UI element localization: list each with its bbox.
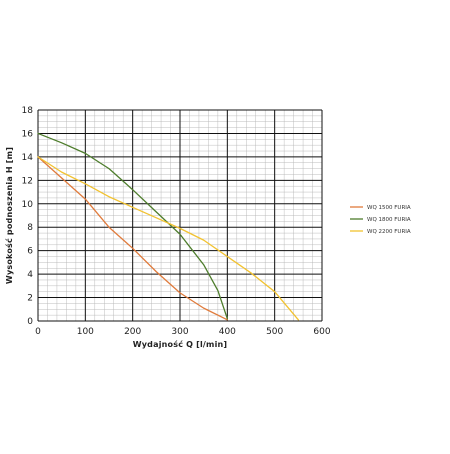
y-tick-label: 14 [22, 153, 34, 163]
y-tick-label: 12 [22, 176, 33, 186]
y-tick-label: 6 [27, 247, 33, 257]
legend-label: WQ 1800 FURIA [367, 217, 411, 223]
y-tick-label: 0 [27, 317, 33, 327]
series-line-3 [37, 156, 299, 321]
x-tick-label: 600 [313, 327, 330, 337]
series-line-2 [37, 132, 228, 320]
series-lines [37, 132, 299, 321]
y-tick-label: 2 [27, 294, 33, 304]
legend-label: WQ 1500 FURIA [367, 205, 411, 211]
y-tick-label: 8 [27, 223, 33, 233]
y-tick-label: 18 [22, 106, 34, 116]
x-axis-ticks: 0 100 200 300 400 500 600 [35, 327, 331, 337]
y-axis-title: Wysokość podnoszenia H [m] [4, 147, 14, 284]
major-grid [37, 109, 323, 322]
legend-label: WQ 2200 FURIA [367, 229, 411, 235]
legend: WQ 1500 FURIA WQ 1800 FURIA WQ 2200 FURIA [350, 205, 411, 235]
x-tick-label: 200 [124, 327, 141, 337]
y-tick-label: 16 [22, 129, 34, 139]
x-tick-label: 300 [171, 327, 188, 337]
x-tick-label: 400 [219, 327, 236, 337]
y-tick-label: 10 [22, 200, 34, 210]
x-tick-label: 500 [266, 327, 283, 337]
y-tick-label: 4 [27, 270, 33, 280]
y-axis-ticks: 0 2 4 6 8 10 12 14 16 18 [22, 106, 34, 327]
series-line-1 [37, 156, 228, 321]
x-tick-label: 100 [77, 327, 94, 337]
x-tick-label: 0 [35, 327, 41, 337]
x-axis-title: Wydajność Q [l/min] [133, 339, 228, 349]
